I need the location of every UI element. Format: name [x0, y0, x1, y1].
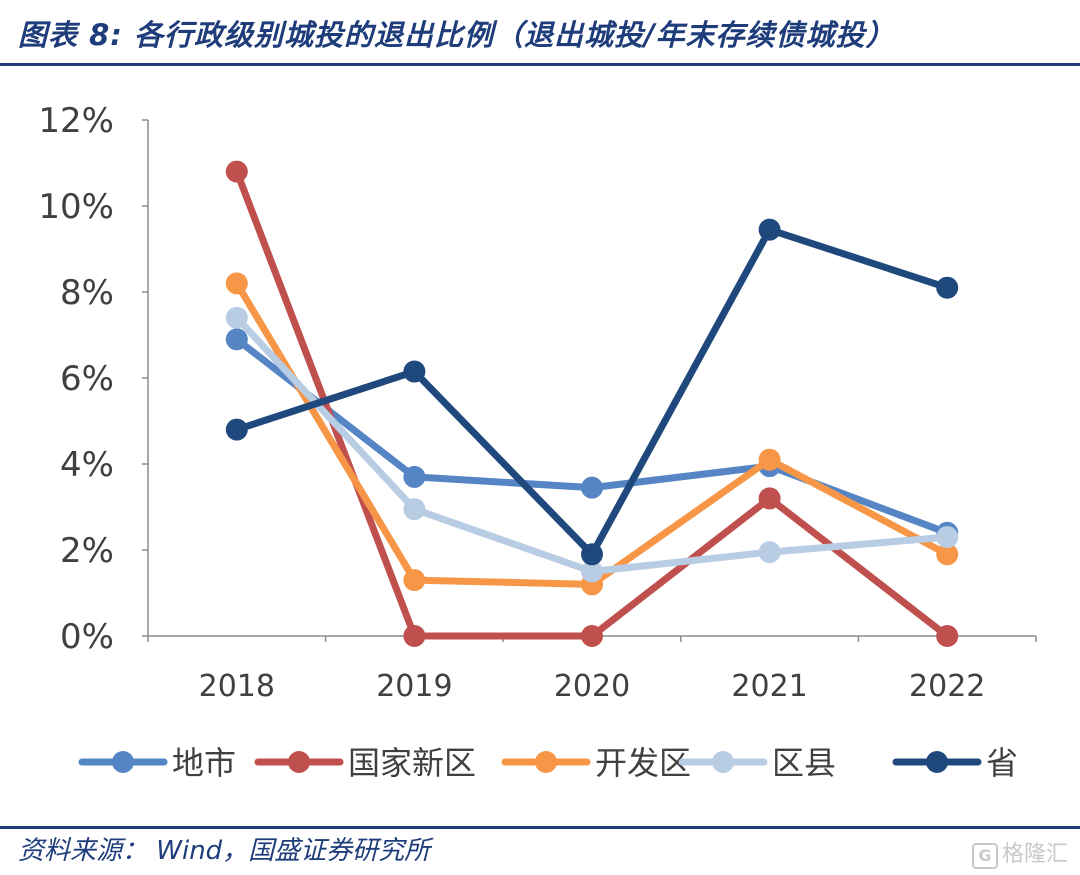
data-point [225, 160, 248, 183]
data-point [581, 543, 603, 566]
y-tick-label: 0% [60, 617, 114, 657]
watermark: G 格隆汇 [971, 836, 1068, 869]
chart-title: 图表 8: 各行政级别城投的退出比例（退出城投/年末存续债城投） [18, 18, 896, 52]
x-tick-label: 2022 [909, 669, 985, 704]
y-tick-label: 2% [60, 531, 114, 571]
data-point [936, 543, 959, 566]
title-row: 图表 8: 各行政级别城投的退出比例（退出城投/年末存续债城投） [0, 0, 1080, 62]
line-chart: 0% 2% 4% 6% 8% 10% 12% 2018 2019 2020 2021 2022 地市 国家… [38, 101, 1037, 782]
legend-label: 开发区 [595, 744, 691, 782]
legend-swatch-marker [926, 751, 948, 773]
y-tick-label: 10% [38, 187, 114, 227]
y-tick-label: 12% [38, 101, 114, 141]
watermark-text: 格隆汇 [1001, 842, 1068, 867]
legend-swatch-marker [288, 751, 310, 773]
data-point [758, 487, 781, 510]
x-tick-label: 2021 [731, 669, 807, 704]
x-tick-label: 2018 [199, 669, 275, 704]
legend-label: 地市 [172, 744, 236, 782]
legend-swatch-marker [112, 751, 134, 773]
x-tick-label: 2020 [554, 669, 630, 704]
x-tick-label: 2019 [376, 669, 452, 704]
legend-swatch-marker [712, 751, 734, 773]
legend-label: 省 [986, 744, 1018, 782]
chart-area: 0% 2% 4% 6% 8% 10% 12% 2018 2019 2020 2021 2022 地市 国家… [0, 66, 1080, 826]
y-tick-label: 8% [60, 273, 114, 313]
data-point [936, 526, 959, 549]
data-point [225, 272, 248, 295]
title-rule [0, 63, 1080, 66]
y-tick-label: 6% [60, 359, 114, 399]
data-point [403, 625, 426, 647]
data-point [225, 306, 248, 329]
data-point [936, 276, 959, 299]
data-point [758, 218, 781, 241]
series-line-5 [233, 226, 951, 558]
data-point [403, 569, 426, 592]
legend-label: 国家新区 [348, 744, 476, 782]
data-point [403, 465, 426, 488]
data-point [581, 476, 603, 499]
data-point [581, 625, 603, 647]
data-point [936, 625, 959, 647]
data-point [581, 560, 603, 583]
watermark-logo-icon: G [971, 843, 998, 869]
data-point [403, 360, 426, 383]
data-point [225, 418, 248, 441]
source-note: 资料来源： Wind，国盛证券研究所 [18, 836, 431, 866]
legend-label: 区县 [772, 744, 836, 782]
data-point [403, 498, 426, 521]
data-point [758, 448, 781, 471]
legend-swatch-marker [535, 751, 557, 773]
data-point [225, 328, 248, 351]
y-tick-label: 4% [60, 445, 114, 485]
footer-rule [0, 826, 1080, 829]
data-point [758, 541, 781, 564]
